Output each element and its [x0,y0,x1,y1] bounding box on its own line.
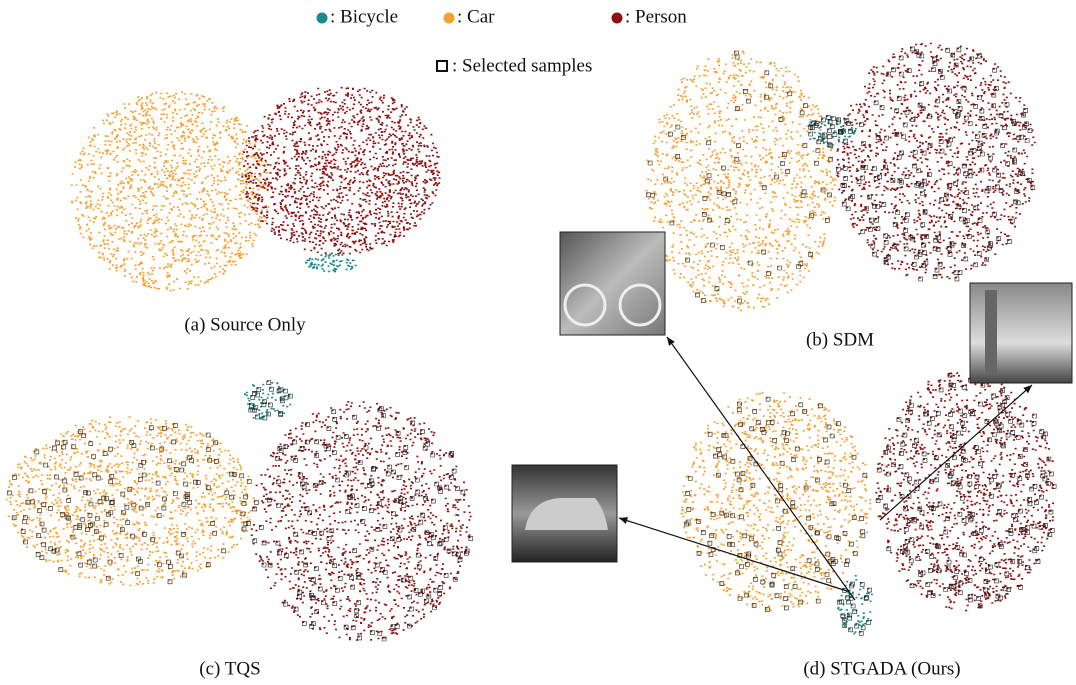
caption: (b) SDM [806,329,874,350]
photo-detail [985,290,997,375]
point-cloud [836,43,1036,280]
arrow [667,337,855,600]
point-cloud [305,254,357,273]
caption: (d) STGADA (Ours) [803,658,960,679]
legend-dot [612,13,623,24]
legend-label: : Selected samples [452,55,592,76]
point-cloud [71,91,270,291]
caption: (a) Source Only [184,314,306,335]
selected-samples [253,407,473,641]
legend-square [437,61,447,71]
legend-label: : Car [457,6,495,27]
point-cloud [251,401,472,641]
point-cloud [681,392,872,611]
legend-label: : Person [625,6,687,27]
caption: (c) TQS [199,658,260,679]
legend-dot [444,13,455,24]
point-cloud [646,51,837,312]
figure: : Bicycle : Car : Person : Selected samp… [0,0,1076,685]
legend-label: : Bicycle [330,6,398,27]
point-cloud [6,416,257,586]
legend-dot [317,13,328,24]
selected-samples [249,381,292,420]
photo-bicycle [560,232,665,335]
point-cloud [241,87,440,255]
